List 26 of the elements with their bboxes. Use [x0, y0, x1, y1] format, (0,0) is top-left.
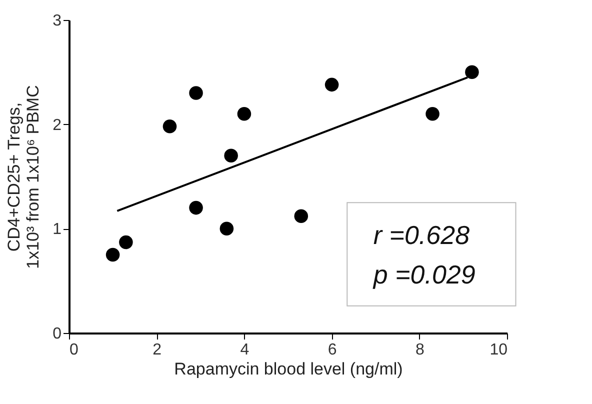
point	[237, 107, 252, 121]
point	[162, 120, 177, 134]
y-tick-label: 1	[52, 221, 62, 238]
point	[119, 235, 133, 250]
x-tick-label: 8	[415, 342, 424, 358]
point	[189, 86, 203, 100]
x-tick-label: 2	[152, 342, 162, 358]
y-tick-label: 3	[52, 12, 62, 30]
point	[220, 222, 234, 236]
point	[224, 148, 238, 163]
x-axis-title: Rapamycin blood level (ng/ml)	[174, 360, 403, 378]
x-tick-label: 6	[328, 342, 337, 358]
point	[106, 248, 120, 262]
y-tick-label: 0	[52, 326, 62, 342]
point	[189, 200, 203, 215]
y-axis-title: CD4+CD25+ Tregs, 1x10³ from 1x10⁶ PBMC	[4, 85, 43, 269]
point	[294, 209, 308, 224]
x-tick-label: 4	[240, 342, 250, 358]
annotation: r =0.628	[373, 220, 470, 250]
point	[465, 65, 479, 80]
annotation: p =0.029	[372, 260, 476, 290]
x-tick-label: 0	[70, 342, 78, 358]
point	[324, 78, 339, 92]
point	[426, 107, 440, 121]
y-tick-label: 2	[52, 116, 62, 134]
x-tick-label: 10	[490, 342, 508, 358]
